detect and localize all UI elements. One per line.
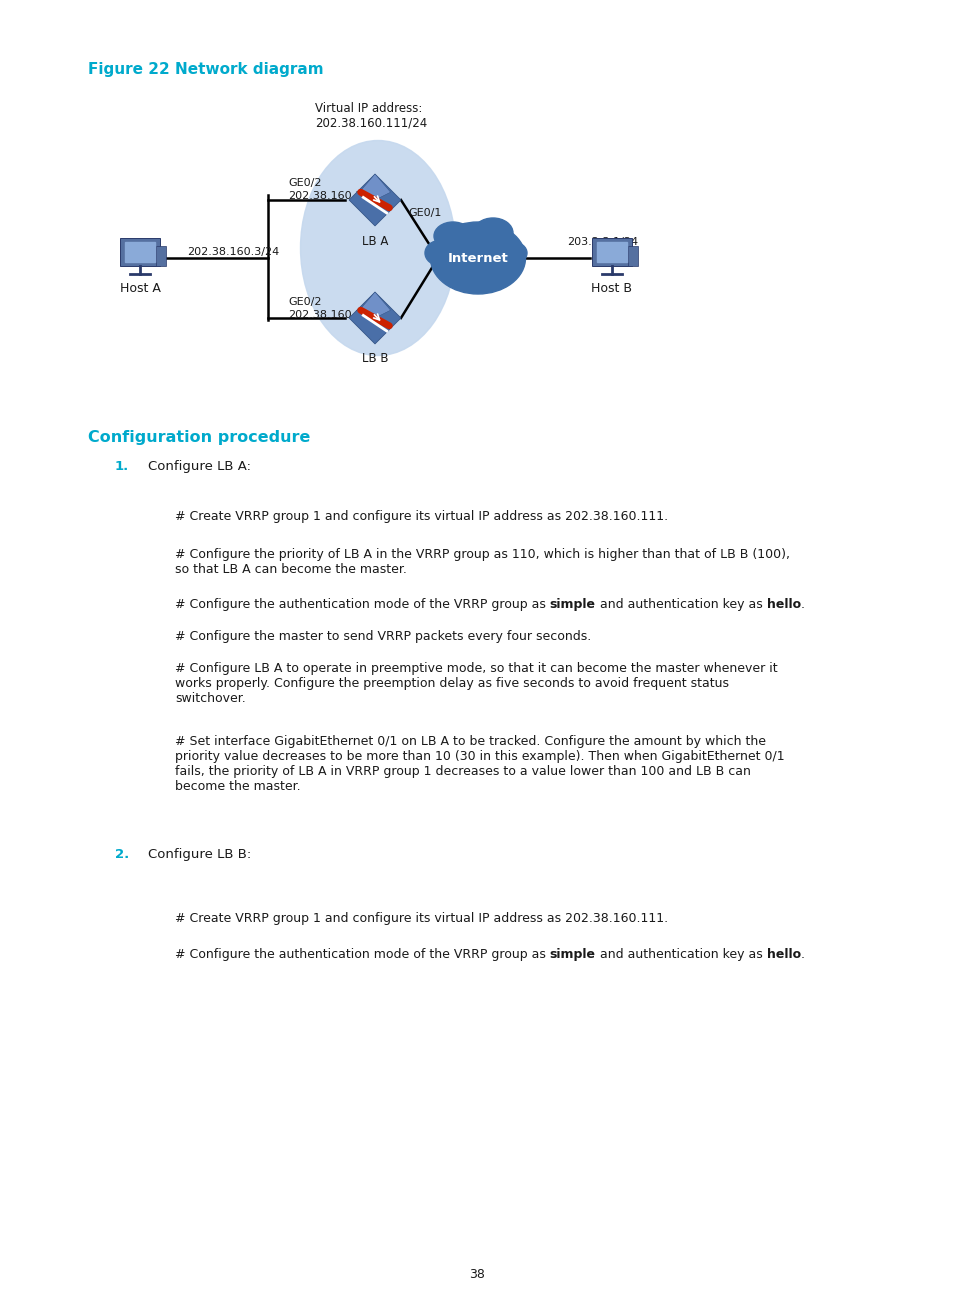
Text: GE0/2: GE0/2	[288, 178, 321, 188]
Text: LB A: LB A	[361, 235, 388, 248]
Text: .: .	[800, 947, 804, 962]
Text: 202.38.160.3/24: 202.38.160.3/24	[187, 248, 279, 257]
Text: # Configure the priority of LB A in the VRRP group as 110, which is higher than : # Configure the priority of LB A in the …	[174, 548, 789, 575]
Text: # Configure the master to send VRRP packets every four seconds.: # Configure the master to send VRRP pack…	[174, 630, 591, 643]
Text: Host B: Host B	[591, 283, 632, 295]
Text: GE0/2: GE0/2	[288, 297, 321, 307]
Text: Figure 22 Network diagram: Figure 22 Network diagram	[88, 62, 323, 76]
Ellipse shape	[424, 241, 455, 266]
Text: # Configure the authentication mode of the VRRP group as: # Configure the authentication mode of t…	[174, 947, 549, 962]
Text: LB B: LB B	[361, 353, 388, 365]
Bar	[592, 238, 631, 266]
Ellipse shape	[434, 222, 472, 250]
Bar	[627, 246, 638, 266]
Polygon shape	[359, 174, 390, 200]
Ellipse shape	[498, 242, 526, 264]
Bar	[597, 242, 626, 262]
Bar	[125, 242, 154, 262]
Text: 202.38.160.111/24: 202.38.160.111/24	[314, 117, 427, 130]
Text: # Create VRRP group 1 and configure its virtual IP address as 202.38.160.111.: # Create VRRP group 1 and configure its …	[174, 511, 667, 524]
Text: # Create VRRP group 1 and configure its virtual IP address as 202.38.160.111.: # Create VRRP group 1 and configure its …	[174, 912, 667, 925]
Polygon shape	[349, 292, 400, 343]
Text: simple: simple	[549, 947, 596, 962]
Text: simple: simple	[549, 597, 596, 610]
Text: # Set interface GigabitEthernet 0/1 on LB A to be tracked. Configure the amount : # Set interface GigabitEthernet 0/1 on L…	[174, 735, 783, 793]
Text: hello: hello	[766, 597, 800, 610]
Text: and authentication key as: and authentication key as	[596, 597, 766, 610]
Text: 2.: 2.	[115, 848, 129, 861]
Text: 202.38.160.2/24: 202.38.160.2/24	[288, 310, 380, 320]
Text: hello: hello	[766, 947, 800, 962]
Text: Configure LB B:: Configure LB B:	[148, 848, 251, 861]
Ellipse shape	[473, 218, 513, 248]
Text: Host A: Host A	[119, 283, 160, 295]
Text: Configuration procedure: Configuration procedure	[88, 430, 310, 445]
Text: # Configure the authentication mode of the VRRP group as: # Configure the authentication mode of t…	[174, 597, 549, 610]
Text: .: .	[800, 597, 804, 610]
Text: 38: 38	[469, 1267, 484, 1280]
Ellipse shape	[300, 140, 455, 355]
Polygon shape	[349, 174, 400, 226]
Bar	[120, 238, 160, 266]
Text: GE0/1: GE0/1	[408, 207, 441, 218]
Text: Virtual IP address:: Virtual IP address:	[314, 102, 422, 115]
Text: Configure LB A:: Configure LB A:	[148, 460, 251, 473]
Text: 203.2.3.1/24: 203.2.3.1/24	[566, 237, 638, 248]
Text: 1.: 1.	[115, 460, 129, 473]
Text: Internet: Internet	[447, 251, 508, 264]
Bar	[156, 246, 166, 266]
Ellipse shape	[430, 222, 525, 294]
Text: # Configure LB A to operate in preemptive mode, so that it can become the master: # Configure LB A to operate in preemptiv…	[174, 662, 777, 705]
Polygon shape	[359, 292, 390, 318]
Text: 202.38.160.1/24: 202.38.160.1/24	[288, 191, 380, 201]
Text: and authentication key as: and authentication key as	[596, 947, 766, 962]
